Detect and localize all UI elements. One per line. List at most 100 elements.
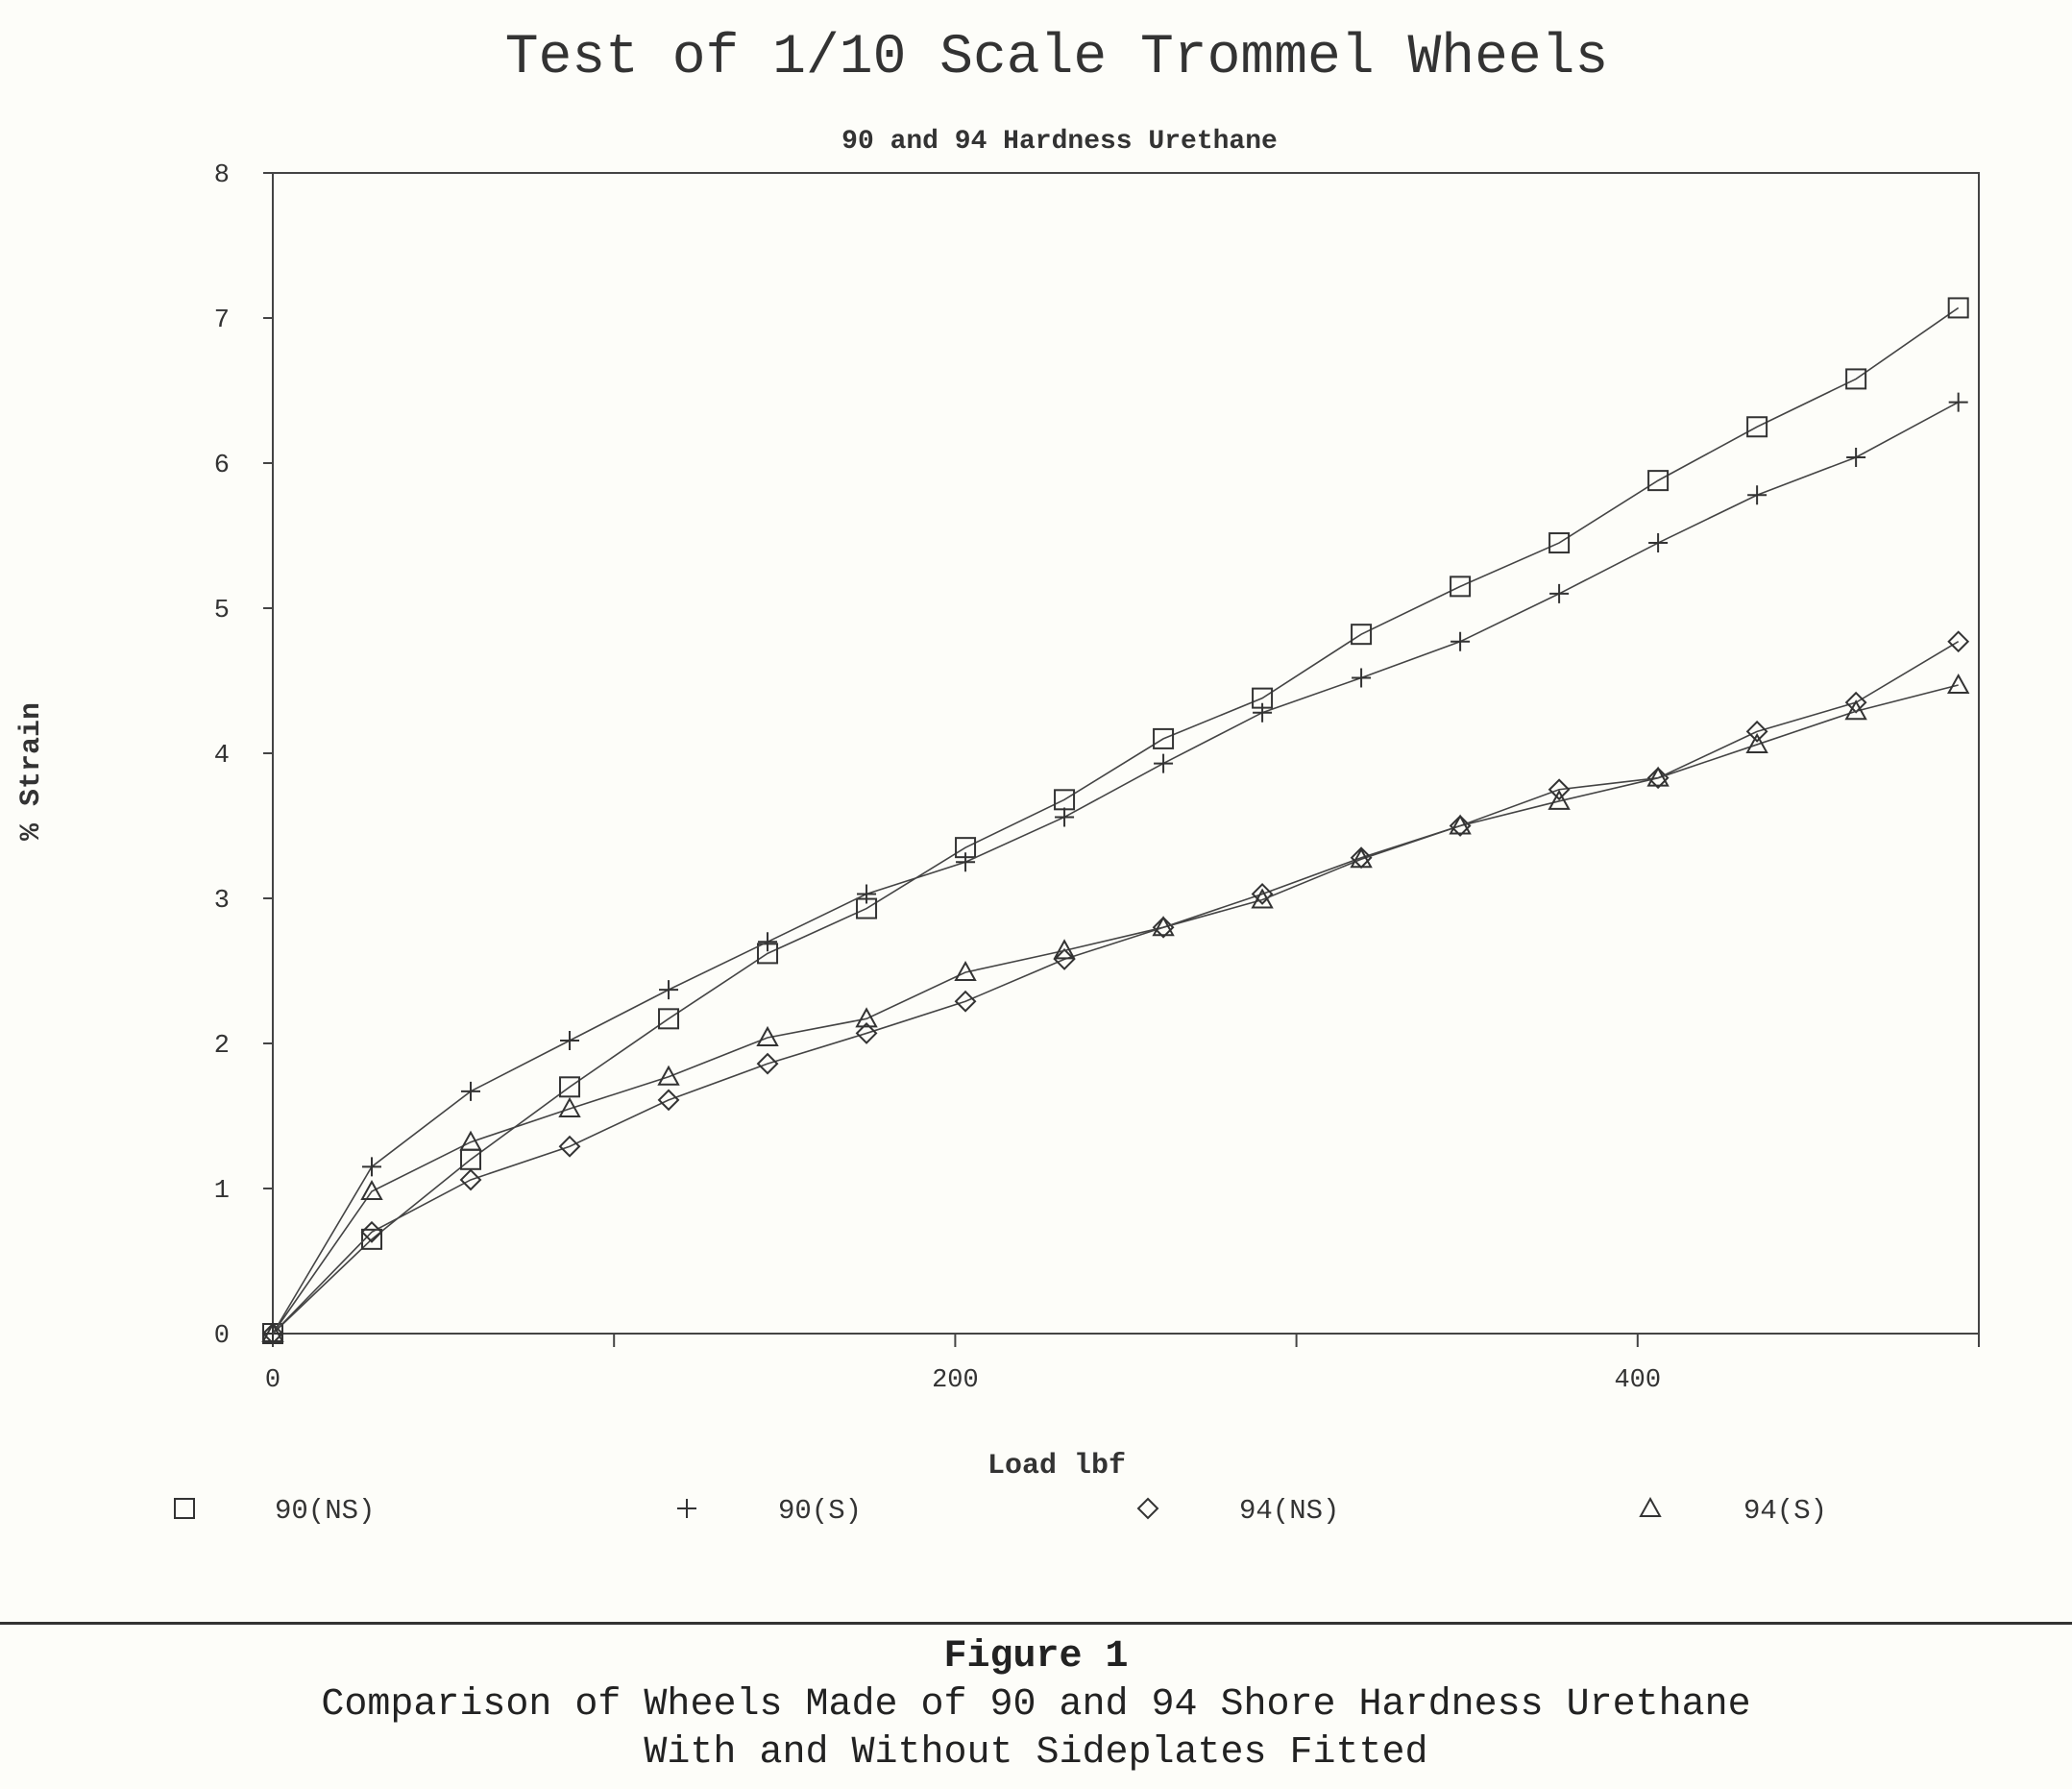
data-point — [1745, 720, 1768, 743]
data-point — [1450, 631, 1471, 651]
series-diamond — [261, 630, 1970, 1345]
data-point — [1844, 699, 1867, 721]
data-point — [657, 1065, 680, 1086]
data-point — [1948, 392, 1968, 412]
data-point — [459, 1168, 482, 1191]
legend-marker-plus — [677, 1499, 696, 1518]
x-tick-label: 0 — [265, 1366, 280, 1395]
data-point — [362, 1157, 382, 1177]
data-point — [558, 1135, 581, 1158]
caption-line-2: With and Without Sideplates Fitted — [644, 1731, 1428, 1775]
y-tick-label: 4 — [214, 742, 230, 771]
data-point — [954, 990, 977, 1013]
data-point — [461, 1081, 481, 1101]
data-point — [560, 1030, 580, 1050]
chart: Test of 1/10 Scale Trommel Wheels 90 and… — [15, 27, 1980, 1527]
x-axis: 0 200 400 — [265, 1334, 1980, 1395]
y-tick-label: 7 — [214, 306, 230, 335]
data-point — [1449, 815, 1472, 837]
legend-marker-diamond — [1136, 1497, 1159, 1520]
legend-item: 90(NS) — [174, 1495, 375, 1527]
data-point — [659, 980, 679, 1000]
data-point — [1947, 297, 1969, 319]
data-point — [1053, 939, 1076, 960]
legend-marker-triangle — [1639, 1496, 1662, 1517]
y-axis: 0 1 2 3 4 5 6 7 8 — [214, 161, 273, 1351]
data-point — [558, 1096, 581, 1117]
data-point — [1648, 533, 1669, 553]
data-point — [758, 932, 778, 952]
legend-item: 90(S) — [677, 1495, 862, 1527]
legend: 90(NS) 90(S) 94(NS) 94(S) — [174, 1495, 1827, 1527]
y-tick-label: 0 — [214, 1322, 230, 1351]
data-point — [1947, 630, 1970, 653]
data-point — [361, 1228, 383, 1250]
legend-label: 90(NS) — [275, 1495, 375, 1527]
data-point — [855, 1007, 878, 1028]
legend-item: 94(S) — [1639, 1495, 1827, 1527]
data-point — [1646, 767, 1670, 790]
data-point — [1153, 727, 1175, 749]
figure-caption: Figure 1 Comparison of Wheels Made of 90… — [0, 1633, 2072, 1777]
data-point — [956, 852, 976, 872]
data-point — [954, 960, 977, 982]
data-point — [756, 1025, 779, 1046]
data-point — [1549, 583, 1570, 603]
data-point — [657, 1089, 680, 1112]
data-point — [1548, 789, 1571, 810]
y-tick-label: 1 — [214, 1177, 230, 1206]
data-point — [1548, 778, 1571, 801]
data-point — [1350, 847, 1373, 869]
series-square — [262, 297, 1969, 1344]
data-point — [360, 1179, 383, 1201]
legend-marker-square — [174, 1498, 195, 1519]
series-line — [272, 306, 1960, 1335]
data-point — [1745, 732, 1768, 753]
x-axis-label: Load lbf — [987, 1450, 1126, 1483]
y-tick-label: 8 — [214, 161, 230, 190]
data-point — [1152, 916, 1175, 937]
data-point — [1251, 888, 1274, 909]
data-point — [1846, 447, 1866, 467]
data-point — [855, 1022, 878, 1044]
data-point — [1746, 416, 1768, 438]
data-point — [360, 1220, 383, 1243]
data-point — [1548, 532, 1571, 554]
series-line — [272, 641, 1960, 1335]
data-point — [1055, 807, 1075, 827]
series-line — [272, 684, 1959, 1335]
y-tick-label: 6 — [214, 452, 230, 480]
series-layer — [261, 297, 1970, 1345]
legend-label: 94(S) — [1743, 1495, 1827, 1527]
data-point — [459, 1130, 482, 1151]
series-triangle — [261, 673, 1970, 1342]
data-point — [1747, 485, 1767, 505]
series-line — [272, 401, 1960, 1335]
chart-subtitle: 90 and 94 Hardness Urethane — [841, 127, 1278, 157]
data-point — [1845, 368, 1867, 390]
y-axis-label: % Strain — [15, 702, 48, 841]
legend-label: 94(NS) — [1239, 1495, 1339, 1527]
data-point — [1449, 814, 1472, 835]
data-point — [1352, 668, 1372, 688]
y-tick-label: 2 — [214, 1032, 230, 1061]
data-point — [1053, 948, 1076, 970]
caption-line-1: Comparison of Wheels Made of 90 and 94 S… — [321, 1683, 1751, 1727]
series-plus — [263, 392, 1968, 1343]
legend-item: 94(NS) — [1136, 1495, 1339, 1527]
y-tick-label: 5 — [214, 597, 230, 625]
data-point — [261, 1322, 284, 1345]
data-point — [1450, 576, 1472, 598]
data-point — [559, 1076, 581, 1098]
data-point — [1351, 624, 1373, 646]
legend-label: 90(S) — [778, 1495, 862, 1527]
x-tick-label: 400 — [1614, 1366, 1661, 1395]
data-point — [1647, 470, 1670, 492]
data-point — [1251, 883, 1274, 905]
data-point — [1253, 702, 1273, 723]
x-tick-label: 200 — [932, 1366, 979, 1395]
data-point — [1154, 753, 1174, 773]
data-point — [261, 1321, 284, 1342]
data-point — [1152, 916, 1175, 939]
data-point — [1844, 691, 1867, 714]
